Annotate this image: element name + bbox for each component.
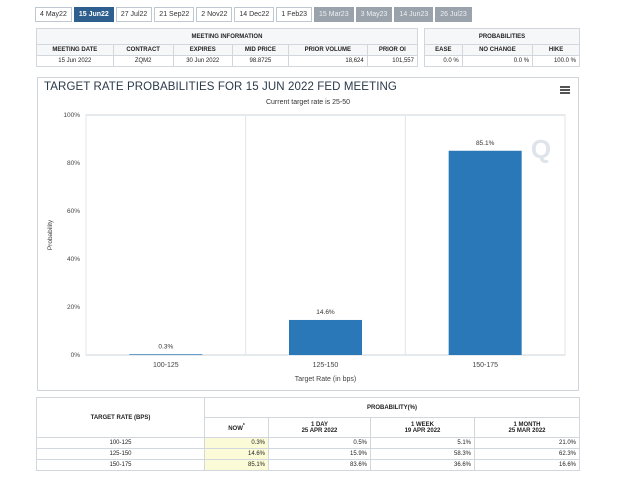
col-now: NOW* bbox=[204, 417, 269, 438]
col-mid-price: MID PRICE bbox=[231, 44, 289, 56]
chart-subtitle: Current target rate is 25-50 bbox=[265, 99, 351, 106]
rate-cell: 150-175 bbox=[36, 459, 205, 471]
meeting-date-value: 15 Jun 2022 bbox=[36, 55, 114, 67]
col-expires: EXPIRES bbox=[172, 44, 233, 56]
meeting-tab[interactable]: 15 Mar23 bbox=[314, 7, 354, 22]
rate-cell: 125-150 bbox=[36, 448, 205, 460]
y-tick-label: 100% bbox=[63, 112, 80, 119]
mid-price-value: 98.8725 bbox=[231, 55, 289, 67]
col-1-day: 1 DAY 25 APR 2022 bbox=[268, 417, 371, 438]
y-tick-label: 0% bbox=[71, 352, 81, 359]
one-day-cell: 0.5% bbox=[268, 437, 371, 449]
prior-oi-value: 101,557 bbox=[366, 55, 419, 67]
x-tick-label: 100-125 bbox=[153, 362, 179, 369]
now-cell: 85.1% bbox=[204, 459, 269, 471]
hamburger-menu-icon[interactable] bbox=[560, 86, 570, 94]
x-axis-label: Target Rate (in bps) bbox=[295, 376, 356, 383]
expires-value: 30 Jun 2022 bbox=[172, 55, 233, 67]
no-change-value: 0.0 % bbox=[461, 55, 534, 67]
one-month-cell: 16.6% bbox=[474, 459, 580, 471]
one-week-cell: 58.3% bbox=[370, 448, 475, 460]
col-prior-oi: PRIOR OI bbox=[366, 44, 419, 56]
col-1-month: 1 MONTH 25 MAR 2022 bbox=[474, 417, 580, 438]
meeting-tab[interactable]: 14 Dec22 bbox=[234, 7, 275, 22]
one-day-cell: 83.6% bbox=[268, 459, 371, 471]
chart-title: TARGET RATE PROBABILITIES FOR 15 JUN 202… bbox=[44, 81, 397, 93]
rate-cell: 100-125 bbox=[36, 437, 205, 449]
now-cell: 0.3% bbox=[204, 437, 269, 449]
y-axis-label: Probability bbox=[47, 219, 54, 250]
watermark-logo: Q bbox=[531, 134, 551, 164]
bar bbox=[289, 319, 362, 355]
data-label: 85.1% bbox=[476, 140, 495, 147]
prior-volume-value: 18,624 bbox=[287, 55, 368, 67]
target-rate-chart: 0% 20% 40% 60% 80% 100% Probability Target Rate… bbox=[47, 112, 566, 383]
target-rate-header: TARGET RATE (BPS) bbox=[36, 397, 205, 438]
probabilities-header: PROBABILITIES bbox=[424, 28, 580, 45]
meeting-tab[interactable]: 26 Jul23 bbox=[435, 7, 472, 22]
col-now-mark: * bbox=[242, 423, 245, 429]
one-week-cell: 5.1% bbox=[370, 437, 475, 449]
meeting-tab[interactable]: 27 Jul22 bbox=[115, 7, 153, 22]
col-meeting-date: MEETING DATE bbox=[36, 44, 114, 56]
col-ease: EASE bbox=[424, 44, 463, 56]
y-tick-label: 60% bbox=[67, 208, 80, 215]
col-contract: CONTRACT bbox=[112, 44, 174, 56]
one-month-cell: 62.3% bbox=[474, 448, 580, 460]
one-day-cell: 15.9% bbox=[268, 448, 371, 460]
y-tick-label: 80% bbox=[67, 160, 80, 167]
col-prior-volume: PRIOR VOLUME bbox=[287, 44, 368, 56]
meeting-tab[interactable]: 15 Jun22 bbox=[73, 7, 114, 22]
meeting-tab[interactable]: 14 Jun23 bbox=[394, 7, 434, 22]
meeting-tab[interactable]: 1 Feb23 bbox=[276, 7, 313, 22]
meeting-tab[interactable]: 4 May22 bbox=[35, 7, 72, 22]
y-tick-label: 40% bbox=[67, 256, 80, 263]
meeting-tab[interactable]: 21 Sep22 bbox=[154, 7, 195, 22]
col-1-week: 1 WEEK 19 APR 2022 bbox=[370, 417, 475, 438]
meeting-tab[interactable]: 2 Nov22 bbox=[196, 7, 233, 22]
table-row: 125-150 14.6% 15.9% 58.3% 62.3% bbox=[36, 448, 580, 460]
meeting-information-header: MEETING INFORMATION bbox=[36, 28, 418, 45]
data-label: 14.6% bbox=[316, 309, 335, 316]
col-hike: HIKE bbox=[532, 44, 580, 56]
meeting-tabs: 4 May22 15 Jun22 27 Jul22 21 Sep22 2 Nov22 14… bbox=[35, 7, 472, 22]
table-row: 150-175 85.1% 83.6% 36.6% 16.6% bbox=[36, 459, 580, 471]
now-cell: 14.6% bbox=[204, 448, 269, 460]
probability-header: PROBABILITY(%) bbox=[204, 397, 580, 418]
col-no-change: NO CHANGE bbox=[461, 44, 534, 56]
meeting-information-table: MEETING INFORMATION MEETING DATE CONTRAC… bbox=[36, 28, 419, 67]
bar bbox=[448, 150, 522, 355]
y-tick-label: 20% bbox=[67, 304, 80, 311]
probability-history-table: TARGET RATE (BPS) PROBABILITY(%) NOW* 1 … bbox=[36, 397, 580, 471]
ease-value: 0.0 % bbox=[424, 55, 463, 67]
data-label: 0.3% bbox=[158, 343, 173, 350]
table-row: 100-125 0.3% 0.5% 5.1% 21.0% bbox=[36, 437, 580, 449]
one-month-cell: 21.0% bbox=[474, 437, 580, 449]
bar bbox=[129, 354, 203, 355]
x-tick-label: 125-150 bbox=[313, 362, 339, 369]
probabilities-table: PROBABILITIES EASE NO CHANGE HIKE 0.0 % … bbox=[424, 28, 580, 67]
hike-value: 100.0 % bbox=[532, 55, 580, 67]
one-week-cell: 36.6% bbox=[370, 459, 475, 471]
meeting-tab[interactable]: 3 May23 bbox=[355, 7, 393, 22]
x-tick-label: 150-175 bbox=[472, 362, 498, 369]
target-rate-chart-panel: 0% 20% 40% 60% 80% 100% Probability Target Rate… bbox=[37, 77, 579, 391]
contract-value: ZQM2 bbox=[112, 55, 174, 67]
